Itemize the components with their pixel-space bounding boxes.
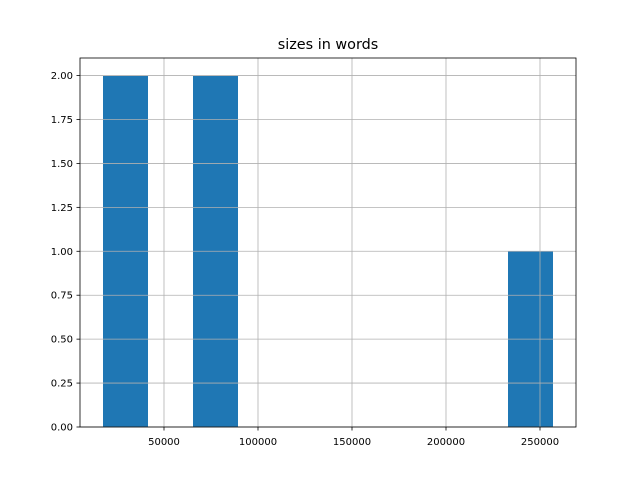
- y-tick-label: 0.00: [51, 423, 73, 434]
- y-tick-label: 1.25: [51, 203, 73, 214]
- grid: [80, 58, 576, 428]
- x-tick-label: 200000: [427, 437, 465, 448]
- x-tick-label: 50000: [148, 437, 180, 448]
- axes: 50000 100000 150000 200000 250000 0.00 0.25 0.5…: [51, 57, 577, 448]
- x-tick-label: 100000: [239, 437, 277, 448]
- y-tick-label: 1.00: [51, 247, 73, 258]
- axes-frame: [79, 57, 577, 428]
- x-tick-label: 150000: [333, 437, 371, 448]
- y-tick-label: 0.50: [51, 335, 73, 346]
- y-tick-label: 0.25: [51, 379, 73, 390]
- chart-title: sizes in words: [278, 37, 379, 53]
- y-tick-label: 1.50: [51, 159, 73, 170]
- y-tick-label: 2.00: [51, 71, 73, 82]
- y-tick-label: 1.75: [51, 115, 73, 126]
- y-tick-label: 0.75: [51, 291, 73, 302]
- x-tick-label: 250000: [521, 437, 559, 448]
